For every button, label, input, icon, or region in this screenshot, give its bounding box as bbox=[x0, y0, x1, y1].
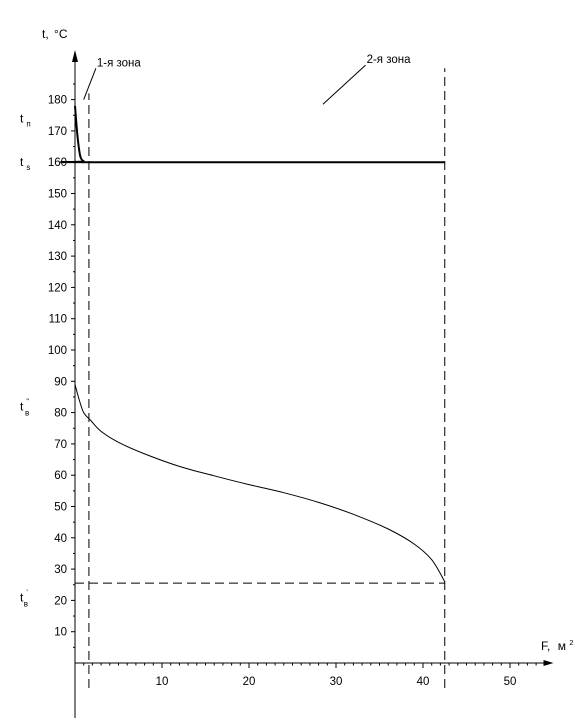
x-tick-label: 10 bbox=[156, 676, 169, 688]
y-marker-base: t bbox=[20, 111, 24, 125]
y-axis-name: t, bbox=[42, 27, 49, 41]
y-marker-sub: в bbox=[25, 408, 29, 417]
annotation-leader bbox=[83, 68, 97, 100]
y-marker-sub: s bbox=[26, 163, 30, 172]
y-axis-label: t, °C bbox=[42, 27, 68, 41]
y-tick-label: 140 bbox=[48, 220, 67, 232]
y-marker-base: t bbox=[20, 155, 24, 169]
y-tick-label: 110 bbox=[49, 314, 67, 326]
y-axis: 10 20 30 40 50 60 70 80 90 100 110 120 130 140 150 160 1… bbox=[42, 27, 78, 719]
y-tick-label: 10 bbox=[54, 627, 67, 639]
x-axis-name: F, bbox=[541, 639, 550, 653]
y-markers: t пt st " вt ' в bbox=[20, 111, 31, 608]
y-tick-label: 100 bbox=[48, 345, 67, 357]
y-tick-label: 90 bbox=[54, 376, 67, 388]
y-tick-label: 170 bbox=[48, 126, 67, 138]
y-marker-sub: в bbox=[24, 599, 28, 608]
y-tick-label: 60 bbox=[54, 470, 67, 482]
x-tick-label: 40 bbox=[417, 676, 430, 688]
y-axis-arrow bbox=[72, 50, 78, 63]
y-tick-label: 80 bbox=[54, 408, 67, 420]
annotations: 1-я зона 2-я зона bbox=[83, 54, 412, 105]
annotation-zone1: 1-я зона bbox=[97, 57, 142, 69]
series-line-cold bbox=[74, 384, 446, 582]
y-tick-label: 20 bbox=[54, 595, 67, 607]
x-axis: 10 20 30 40 50 F, м 2 bbox=[75, 638, 573, 688]
annotation-zone2: 2-я зона bbox=[367, 54, 412, 66]
y-tick-label: 70 bbox=[54, 439, 67, 451]
annotation-leader bbox=[322, 64, 366, 105]
y-marker-t_v1: t ' в bbox=[20, 587, 28, 608]
x-axis-unit-exp: 2 bbox=[569, 638, 573, 647]
x-tick-label: 50 bbox=[504, 676, 517, 688]
x-tick-label: 30 bbox=[330, 676, 343, 688]
y-tick-label: 160 bbox=[48, 157, 67, 169]
y-marker-base: t bbox=[20, 590, 24, 604]
y-tick-label: 150 bbox=[48, 189, 67, 201]
x-axis-label: F, м 2 bbox=[541, 638, 573, 653]
y-tick-label: 50 bbox=[54, 502, 67, 514]
x-tick-label: 20 bbox=[243, 676, 256, 688]
y-tick-label: 40 bbox=[54, 533, 67, 545]
y-marker-sub: п bbox=[26, 119, 30, 128]
x-axis-arrow bbox=[543, 660, 554, 666]
reference-lines bbox=[75, 68, 446, 689]
y-tick-label: 30 bbox=[54, 564, 67, 576]
y-tick-label: 120 bbox=[48, 282, 67, 294]
x-ticks: 10 20 30 40 50 bbox=[83, 663, 546, 688]
x-axis-unit: м bbox=[558, 639, 566, 653]
y-marker-sup: ' bbox=[26, 587, 28, 596]
y-marker-base: t bbox=[20, 399, 24, 413]
y-tick-label: 180 bbox=[48, 95, 67, 107]
series-line-hot bbox=[60, 105, 445, 164]
series-group bbox=[60, 105, 446, 582]
y-ticks: 10 20 30 40 50 60 70 80 90 100 110 120 130 140 150 160 1… bbox=[48, 83, 75, 648]
y-marker-t_v2: t " в bbox=[20, 396, 29, 417]
y-tick-label: 130 bbox=[48, 251, 67, 263]
y-marker-sup: " bbox=[26, 396, 29, 405]
y-axis-unit: °C bbox=[54, 27, 68, 41]
